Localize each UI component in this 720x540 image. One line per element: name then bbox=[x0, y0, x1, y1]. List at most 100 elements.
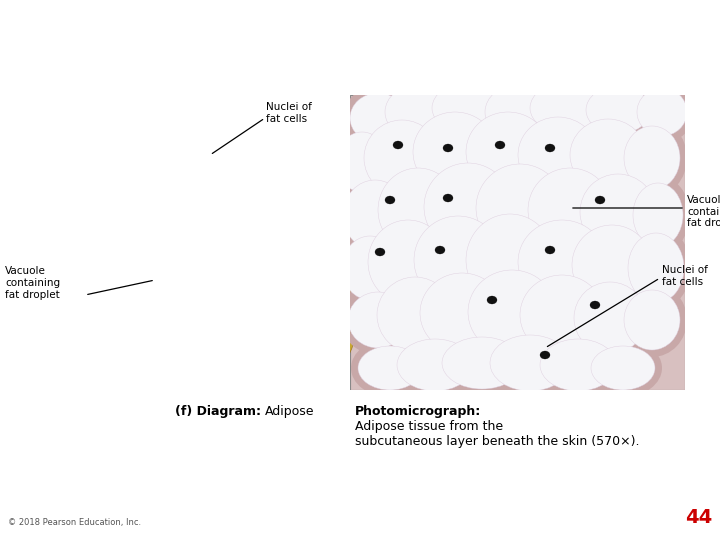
Ellipse shape bbox=[287, 97, 353, 159]
Ellipse shape bbox=[193, 97, 257, 153]
Ellipse shape bbox=[624, 290, 680, 350]
Ellipse shape bbox=[106, 233, 204, 327]
Ellipse shape bbox=[181, 341, 279, 415]
Ellipse shape bbox=[459, 207, 561, 313]
Ellipse shape bbox=[114, 295, 206, 375]
Ellipse shape bbox=[257, 301, 267, 308]
Ellipse shape bbox=[586, 86, 650, 134]
Ellipse shape bbox=[241, 295, 329, 371]
Ellipse shape bbox=[540, 339, 616, 391]
Ellipse shape bbox=[336, 173, 414, 257]
Ellipse shape bbox=[230, 134, 310, 206]
Ellipse shape bbox=[521, 161, 619, 259]
Ellipse shape bbox=[111, 238, 199, 322]
Ellipse shape bbox=[335, 229, 405, 307]
Text: Nuclei of
fat cells: Nuclei of fat cells bbox=[662, 265, 708, 287]
Ellipse shape bbox=[413, 112, 497, 192]
Text: Nuclei of
fat cells: Nuclei of fat cells bbox=[266, 102, 312, 124]
Ellipse shape bbox=[165, 123, 265, 213]
Ellipse shape bbox=[579, 79, 657, 141]
Ellipse shape bbox=[487, 296, 497, 304]
Ellipse shape bbox=[413, 266, 511, 360]
Ellipse shape bbox=[200, 307, 210, 314]
Ellipse shape bbox=[520, 275, 604, 355]
Ellipse shape bbox=[466, 214, 554, 306]
Ellipse shape bbox=[591, 346, 655, 390]
Ellipse shape bbox=[617, 283, 687, 357]
Ellipse shape bbox=[417, 156, 519, 258]
Polygon shape bbox=[98, 152, 135, 195]
Text: 44: 44 bbox=[685, 508, 712, 527]
Ellipse shape bbox=[518, 117, 598, 193]
Ellipse shape bbox=[425, 75, 515, 141]
Ellipse shape bbox=[292, 232, 358, 318]
Ellipse shape bbox=[137, 98, 213, 162]
Ellipse shape bbox=[250, 350, 326, 406]
Ellipse shape bbox=[466, 112, 550, 192]
Ellipse shape bbox=[584, 339, 662, 397]
Ellipse shape bbox=[468, 270, 556, 354]
Ellipse shape bbox=[424, 163, 512, 251]
Ellipse shape bbox=[485, 84, 555, 140]
Ellipse shape bbox=[637, 88, 687, 136]
Ellipse shape bbox=[570, 119, 646, 191]
Ellipse shape bbox=[443, 194, 453, 202]
Ellipse shape bbox=[210, 354, 220, 361]
Ellipse shape bbox=[132, 348, 208, 412]
Ellipse shape bbox=[351, 339, 429, 397]
Ellipse shape bbox=[378, 168, 458, 252]
Ellipse shape bbox=[280, 131, 350, 205]
Ellipse shape bbox=[540, 351, 550, 359]
Bar bbox=[130, 95, 345, 390]
Ellipse shape bbox=[545, 246, 555, 254]
Ellipse shape bbox=[595, 196, 605, 204]
Ellipse shape bbox=[624, 126, 680, 190]
Ellipse shape bbox=[626, 176, 690, 254]
Ellipse shape bbox=[469, 157, 571, 259]
Text: Vacuole
containing
fat droplet: Vacuole containing fat droplet bbox=[687, 195, 720, 228]
Ellipse shape bbox=[348, 292, 408, 348]
Ellipse shape bbox=[435, 330, 529, 396]
Ellipse shape bbox=[205, 254, 215, 261]
Ellipse shape bbox=[567, 275, 653, 361]
Ellipse shape bbox=[260, 248, 270, 255]
Ellipse shape bbox=[243, 185, 327, 265]
Ellipse shape bbox=[178, 176, 278, 268]
Ellipse shape bbox=[238, 180, 332, 270]
Ellipse shape bbox=[170, 286, 274, 374]
Ellipse shape bbox=[232, 95, 318, 165]
Ellipse shape bbox=[306, 296, 350, 364]
Bar bbox=[350, 95, 685, 390]
Ellipse shape bbox=[343, 180, 407, 250]
Ellipse shape bbox=[188, 92, 262, 158]
Ellipse shape bbox=[170, 128, 260, 208]
Ellipse shape bbox=[420, 273, 504, 353]
Ellipse shape bbox=[565, 218, 659, 312]
Ellipse shape bbox=[378, 77, 462, 147]
Ellipse shape bbox=[113, 137, 197, 213]
Ellipse shape bbox=[459, 105, 557, 199]
Ellipse shape bbox=[406, 105, 504, 199]
Ellipse shape bbox=[263, 348, 273, 355]
Ellipse shape bbox=[192, 201, 202, 208]
Ellipse shape bbox=[617, 119, 687, 197]
Ellipse shape bbox=[407, 209, 509, 311]
Ellipse shape bbox=[329, 125, 395, 199]
Ellipse shape bbox=[511, 110, 605, 200]
Ellipse shape bbox=[229, 231, 331, 325]
Text: Adipose tissue from the
subcutaneous layer beneath the skin (570×).: Adipose tissue from the subcutaneous lay… bbox=[355, 420, 639, 448]
Ellipse shape bbox=[370, 270, 460, 360]
Ellipse shape bbox=[132, 93, 218, 167]
Circle shape bbox=[44, 104, 186, 246]
Ellipse shape bbox=[590, 301, 600, 309]
Ellipse shape bbox=[574, 282, 646, 354]
Text: © 2018 Pearson Education, Inc.: © 2018 Pearson Education, Inc. bbox=[8, 518, 141, 527]
Ellipse shape bbox=[563, 112, 653, 198]
Ellipse shape bbox=[523, 75, 613, 141]
Ellipse shape bbox=[205, 148, 215, 156]
Ellipse shape bbox=[385, 196, 395, 204]
Ellipse shape bbox=[442, 337, 522, 389]
Ellipse shape bbox=[397, 339, 473, 391]
Text: Photomicrograph:: Photomicrograph: bbox=[355, 405, 481, 418]
Ellipse shape bbox=[297, 237, 353, 313]
